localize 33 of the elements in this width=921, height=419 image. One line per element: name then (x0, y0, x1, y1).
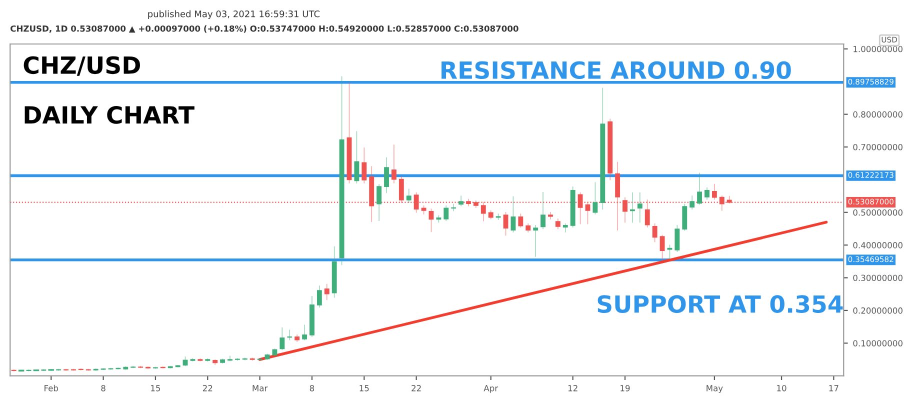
y-tick-label: 1.00000000 (854, 46, 902, 52)
y-tick-label: 0.20000000 (853, 307, 902, 314)
candlestick (548, 212, 553, 220)
candlestick (562, 223, 568, 232)
annotation: DAILY CHART (24, 106, 194, 124)
y-tick-label: 0.10000000 (853, 340, 902, 346)
annotation: SUPPORT AT 0.354 (598, 295, 843, 314)
text: published May 03, 2021 16:59:31 UTC (148, 10, 320, 20)
x-tick-label: 15 (151, 385, 160, 392)
x-tick-label: 22 (412, 385, 421, 392)
x-tick-label: 22 (202, 385, 212, 392)
annotation: RESISTANCE AROUND 0.90 (442, 61, 791, 80)
x-tick-label: Mar (252, 385, 268, 392)
x-tick-label: 17 (829, 385, 838, 392)
x-tick-label: May (706, 385, 723, 393)
y-tick-label: 0.40000000 (853, 242, 902, 248)
candlestick (228, 356, 232, 362)
candlestick (451, 204, 456, 212)
x-tick-label: 15 (360, 385, 369, 392)
x-tick-label: Apr (484, 385, 498, 393)
x-tick-label: 12 (568, 385, 578, 392)
y-tick-label: 0.50000000 (853, 209, 902, 216)
x-tick-label: Feb (44, 384, 58, 392)
y-tick-label: 0.80000000 (853, 111, 902, 118)
x-tick-label: 19 (620, 385, 630, 392)
text: CHZUSD, 1D 0.53087000 ▲ +0.00097000 (+0.18%) O:0.53747000 H:0.54920000 L:0.52857000 C:0.53087000 (10, 25, 518, 33)
x-tick-label: 10 (777, 385, 786, 392)
y-tick-label: 0.30000000 (853, 274, 902, 282)
x-tick-label: 8 (310, 385, 314, 392)
candlestick (234, 358, 240, 361)
x-tick-label: 8 (101, 385, 106, 392)
y-tick-label: 0.70000000 (853, 144, 902, 150)
annotation: CHZ/USD (24, 56, 140, 76)
